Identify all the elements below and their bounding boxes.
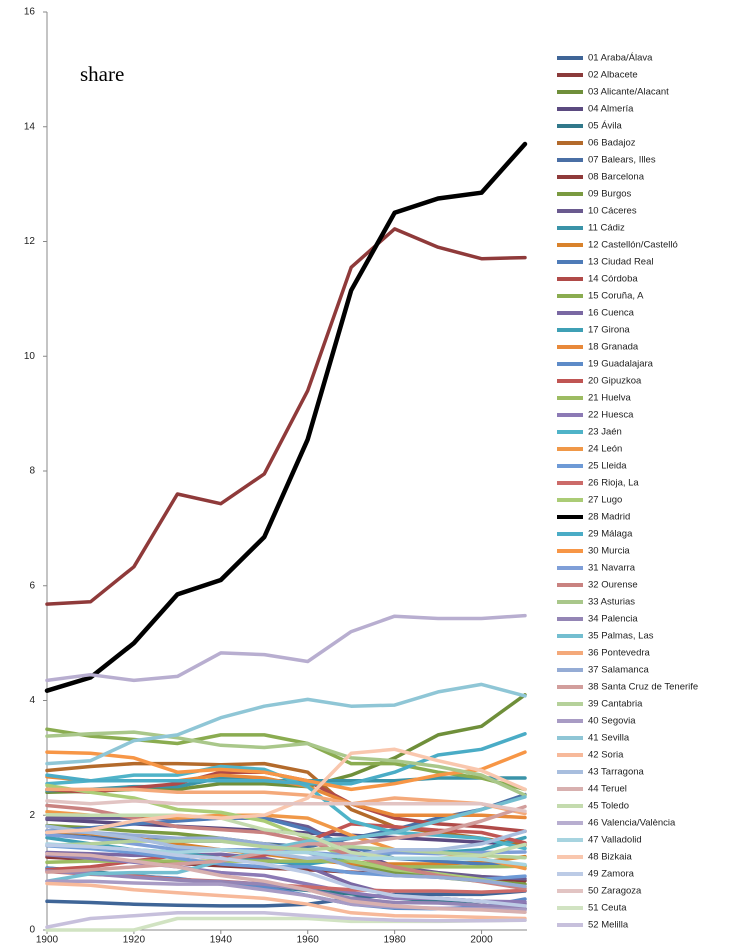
legend: 01 Araba/Álava 02 Albacete 03 Alicante/Ala…: [557, 53, 698, 931]
legend-label: 49 Zamora: [588, 869, 635, 880]
legend-label: 45 Toledo: [588, 801, 629, 812]
x-tick-label: 1960: [297, 935, 320, 946]
legend-label: 25 Lleida: [588, 461, 627, 472]
series-line: [45, 816, 527, 867]
plot-lines: [44, 141, 528, 932]
legend-label: 09 Burgos: [588, 189, 632, 200]
legend-label: 30 Murcia: [588, 546, 630, 557]
legend-label: 37 Salamanca: [588, 665, 649, 676]
y-tick-label: 10: [24, 351, 36, 362]
series-line: [45, 787, 527, 816]
legend-label: 29 Málaga: [588, 529, 633, 540]
series-line: [45, 799, 527, 813]
series-line: [45, 783, 527, 889]
legend-label: 28 Madrid: [588, 512, 630, 523]
legend-label: 19 Guadalajara: [588, 359, 654, 370]
legend-label: 12 Castellón/Castelló: [588, 240, 678, 251]
series-line: [45, 824, 527, 861]
legend-label: 43 Tarragona: [588, 767, 645, 778]
series-line: [45, 730, 527, 797]
legend-label: 48 Bizkaia: [588, 852, 633, 863]
legend-label: 34 Palencia: [588, 614, 638, 625]
legend-label: 20 Gipuzkoa: [588, 376, 642, 387]
legend-label: 27 Lugo: [588, 495, 622, 506]
legend-label: 35 Palmas, Las: [588, 631, 654, 642]
series-line: [45, 795, 527, 883]
series-line: [45, 839, 527, 860]
series-line: [45, 747, 527, 835]
legend-label: 39 Cantabria: [588, 699, 643, 710]
legend-label: 38 Santa Cruz de Tenerife: [588, 682, 698, 693]
series-line: [45, 851, 527, 914]
legend-label: 07 Balears, Illes: [588, 155, 656, 166]
legend-label: 44 Teruel: [588, 784, 627, 795]
legend-label: 40 Segovia: [588, 716, 636, 727]
legend-label: 33 Asturias: [588, 597, 635, 608]
y-tick-label: 6: [29, 580, 35, 591]
y-tick-label: 8: [29, 466, 35, 477]
y-tick-label: 14: [24, 121, 36, 132]
series-line: [45, 732, 527, 786]
legend-label: 50 Zaragoza: [588, 886, 642, 897]
series-line: [44, 141, 528, 693]
legend-label: 41 Sevilla: [588, 733, 630, 744]
legend-label: 18 Granada: [588, 342, 639, 353]
legend-label: 15 Coruña, A: [588, 291, 644, 302]
legend-label: 24 León: [588, 444, 622, 455]
legend-label: 22 Huesca: [588, 410, 634, 421]
legend-label: 01 Araba/Álava: [588, 53, 653, 64]
legend-label: 21 Huelva: [588, 393, 631, 404]
legend-label: 13 Ciudad Real: [588, 257, 654, 268]
series-line: [45, 761, 527, 847]
legend-label: 52 Melilla: [588, 920, 629, 931]
legend-label: 08 Barcelona: [588, 172, 645, 183]
legend-label: 14 Córdoba: [588, 274, 638, 285]
legend-label: 02 Albacete: [588, 70, 638, 81]
y-tick-label: 12: [24, 236, 36, 247]
legend-label: 26 Rioja, La: [588, 478, 639, 489]
x-tick-label: 1940: [210, 935, 233, 946]
y-tick-label: 4: [29, 695, 35, 706]
legend-label: 31 Navarra: [588, 563, 636, 574]
y-tick-label: 16: [24, 7, 36, 18]
legend-label: 10 Cáceres: [588, 206, 637, 217]
y-tick-label: 0: [29, 925, 35, 936]
legend-label: 46 Valencia/València: [588, 818, 676, 829]
series-line: [45, 843, 527, 908]
legend-label: 47 Valladolid: [588, 835, 642, 846]
series-line: [45, 682, 527, 766]
series-line: [45, 889, 527, 908]
x-tick-label: 1980: [384, 935, 407, 946]
legend-label: 42 Soria: [588, 750, 624, 761]
x-tick-label: 2000: [470, 935, 493, 946]
legend-label: 16 Cuenca: [588, 308, 635, 319]
y-tick-label: 2: [29, 810, 35, 821]
legend-label: 05 Ávila: [588, 121, 623, 132]
series-line: [45, 750, 527, 792]
legend-label: 03 Alicante/Alacant: [588, 87, 669, 98]
chart-title: share: [80, 62, 124, 86]
legend-label: 17 Girona: [588, 325, 630, 336]
legend-label: 32 Ourense: [588, 580, 638, 591]
series-line: [45, 881, 527, 921]
legend-label: 04 Almería: [588, 104, 634, 115]
legend-label: 11 Cádiz: [588, 223, 625, 234]
x-tick-label: 1920: [123, 935, 146, 946]
legend-label: 06 Badajoz: [588, 138, 636, 149]
series-line: [45, 911, 527, 929]
legend-label: 23 Jaén: [588, 427, 622, 438]
legend-label: 51 Ceuta: [588, 903, 627, 914]
x-tick-label: 1900: [36, 935, 59, 946]
series-line: [45, 227, 527, 606]
series-line: [45, 613, 527, 683]
legend-label: 36 Pontevedra: [588, 648, 651, 659]
